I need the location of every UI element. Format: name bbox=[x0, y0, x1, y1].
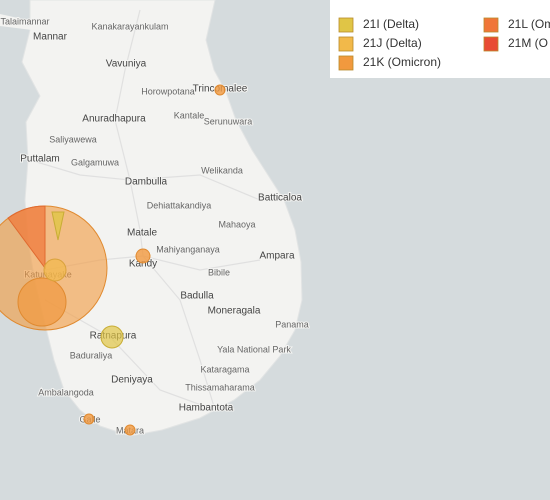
place-label: Batticaloa bbox=[258, 193, 302, 204]
place-label: Serunuwara bbox=[204, 116, 253, 126]
place-label: Puttalam bbox=[20, 154, 59, 165]
legend: 21I (Delta) 21L (Om 21J (Delta) 21M (O 21K (… bbox=[338, 17, 550, 71]
place-label: Thissamaharama bbox=[185, 382, 255, 392]
bubble bbox=[214, 84, 226, 96]
bubble bbox=[100, 325, 124, 349]
legend-swatch bbox=[338, 55, 354, 71]
place-label: Bibile bbox=[208, 267, 230, 277]
legend-label: 21K (Omicron) bbox=[363, 55, 441, 69]
place-label: Moneragala bbox=[208, 306, 261, 317]
legend-box bbox=[330, 0, 550, 78]
place-label: Dambulla bbox=[125, 177, 168, 188]
place-label: Deniyaya bbox=[111, 375, 153, 386]
legend-swatch bbox=[338, 36, 354, 52]
place-label: Vavuniya bbox=[106, 59, 147, 70]
bubble-wedge bbox=[7, 205, 46, 270]
bubbles bbox=[0, 84, 226, 436]
bubble bbox=[135, 248, 151, 264]
bubble-wedge bbox=[51, 211, 65, 241]
bubble bbox=[43, 258, 67, 282]
legend-swatch bbox=[338, 17, 354, 33]
place-label: Hambantota bbox=[179, 403, 234, 414]
place-label: Baduraliya bbox=[70, 350, 113, 360]
place-label: Welikanda bbox=[201, 165, 243, 175]
place-label: Kanakarayankulam bbox=[91, 21, 168, 31]
legend-label: 21I (Delta) bbox=[363, 17, 419, 31]
legend-swatch bbox=[483, 17, 499, 33]
place-label: Anuradhapura bbox=[82, 114, 146, 125]
legend-label: 21M (O bbox=[508, 36, 548, 50]
legend-swatch bbox=[483, 36, 499, 52]
place-label: Yala National Park bbox=[217, 344, 291, 354]
legend-label: 21L (Om bbox=[508, 17, 550, 31]
place-label: Dehiattakandiya bbox=[147, 200, 212, 210]
place-label: Saliyawewa bbox=[49, 134, 97, 144]
place-label: Galgamuwa bbox=[71, 157, 119, 167]
bubble bbox=[83, 413, 95, 425]
place-label: Matale bbox=[127, 228, 157, 239]
legend-label: 21J (Delta) bbox=[363, 36, 422, 50]
bubble bbox=[17, 277, 67, 327]
place-label: Kantale bbox=[174, 110, 205, 120]
place-label: Mannar bbox=[33, 32, 68, 43]
bubble bbox=[124, 424, 136, 436]
place-label: Talaimannar bbox=[0, 16, 49, 26]
place-label: Panama bbox=[275, 319, 309, 329]
place-label: Ampara bbox=[259, 251, 294, 262]
mannar-island bbox=[0, 14, 48, 32]
place-label: Kandy bbox=[129, 259, 157, 270]
place-label: Horowpotana bbox=[141, 86, 195, 96]
place-label: Mahiyanganaya bbox=[156, 244, 220, 254]
place-label: Badulla bbox=[180, 291, 214, 302]
place-label: Mahaoya bbox=[218, 219, 255, 229]
place-label: Ambalangoda bbox=[38, 387, 94, 397]
place-label: Kataragama bbox=[200, 364, 249, 374]
